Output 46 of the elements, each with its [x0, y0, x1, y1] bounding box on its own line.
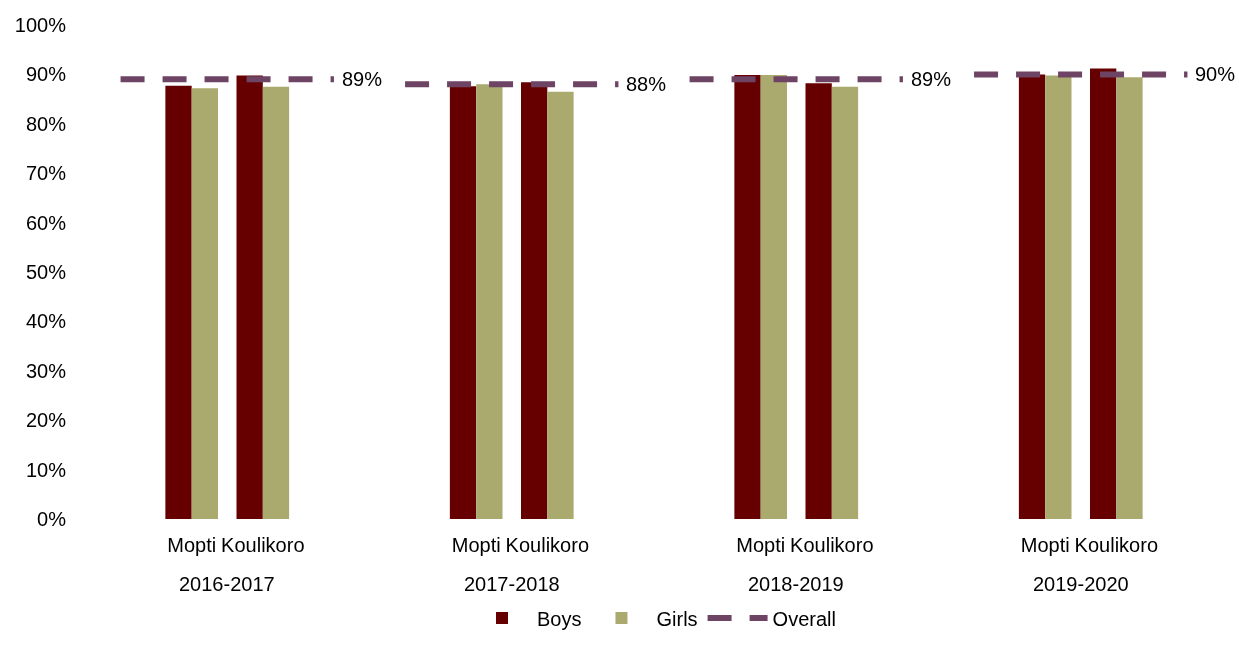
- bar: [805, 83, 832, 519]
- y-tick-label: 40%: [25, 310, 67, 333]
- y-tick-label: 10%: [25, 458, 67, 481]
- x-tick-label: Mopti: [167, 534, 217, 556]
- y-tick-label: 80%: [25, 112, 67, 135]
- text: 2017-2018: [464, 573, 560, 595]
- x-tick-label: Mopti: [736, 534, 786, 556]
- x-tick-label: Mopti: [451, 534, 501, 556]
- bar: [236, 75, 263, 519]
- bar: [831, 86, 859, 519]
- bar: [521, 82, 548, 519]
- x-tick-label: Koulikoro: [505, 534, 590, 556]
- text: 2016-2017: [179, 573, 275, 595]
- bar: [476, 84, 503, 519]
- bar: [1090, 68, 1117, 519]
- legend-label: Overall: [772, 607, 836, 630]
- bar: [547, 91, 574, 519]
- bar: [734, 74, 761, 519]
- x-tick-label: Koulikoro: [1074, 534, 1159, 556]
- y-tick-label: 30%: [25, 359, 67, 382]
- y-tick-label: 0%: [37, 508, 67, 530]
- y-tick-label: 90%: [25, 63, 67, 86]
- bar: [449, 86, 477, 519]
- y-tick-label: 100%: [14, 14, 67, 36]
- data-label: 89%: [911, 68, 952, 90]
- legend-label: Girls: [656, 607, 698, 630]
- bar: [191, 88, 218, 519]
- bar: [165, 85, 192, 519]
- y-tick-label: 20%: [25, 409, 67, 432]
- text: 2019-2020: [1033, 573, 1129, 595]
- bar: [262, 86, 290, 519]
- y-tick-label: 70%: [25, 162, 67, 185]
- legend-label: Boys: [537, 607, 582, 630]
- data-label: 88%: [626, 73, 667, 95]
- bar: [1045, 75, 1072, 519]
- y-tick-label: 50%: [25, 261, 67, 283]
- x-tick-label: Mopti: [1020, 534, 1070, 556]
- bar: [1116, 77, 1143, 519]
- text: 2018-2019: [748, 573, 844, 595]
- y-tick-label: 60%: [25, 211, 67, 234]
- data-label: 90%: [1195, 63, 1236, 85]
- bar: [760, 74, 787, 519]
- bar: [1018, 74, 1046, 519]
- data-label: 89%: [342, 68, 383, 90]
- x-tick-label: Koulikoro: [790, 534, 874, 556]
- x-tick-label: Koulikoro: [221, 534, 305, 556]
